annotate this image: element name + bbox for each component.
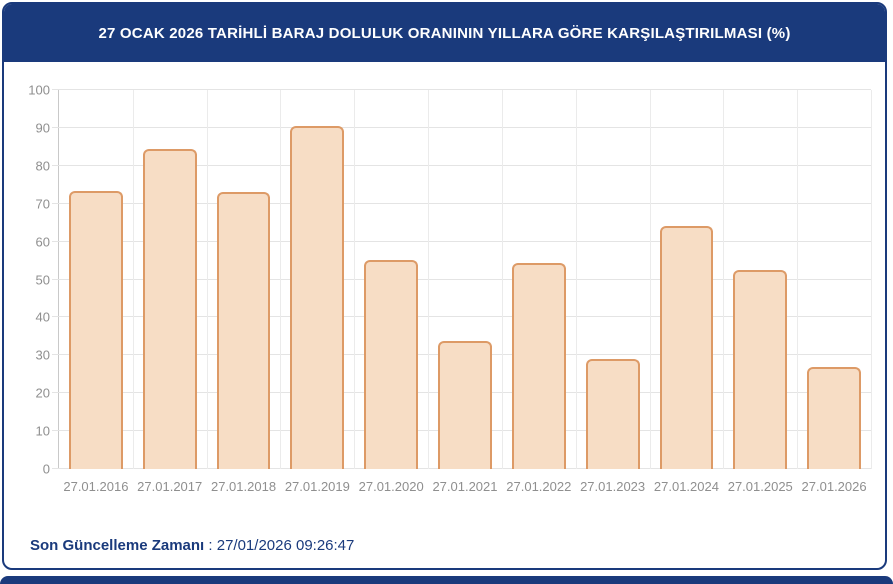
x-tick-label: 27.01.2019: [284, 479, 350, 494]
bar-27.01.2025[interactable]: [733, 270, 788, 469]
y-tick-label: 20: [35, 385, 50, 401]
bar-27.01.2019[interactable]: [290, 126, 345, 469]
gridline-v: [132, 90, 134, 469]
gridline-h: [52, 126, 871, 128]
y-tick-label: 40: [35, 309, 50, 325]
y-tick-label: 80: [35, 158, 50, 174]
footer-bar: [0, 576, 893, 584]
gridline-v: [649, 90, 651, 469]
y-tick-label: 0: [42, 461, 50, 477]
gridline-v: [501, 90, 503, 469]
gridline-v: [354, 90, 356, 469]
gridline-v: [797, 90, 799, 469]
y-tick-label: 60: [35, 234, 50, 250]
gridline-h: [52, 164, 871, 166]
x-tick-label: 27.01.2016: [63, 479, 129, 494]
bar-27.01.2021[interactable]: [438, 340, 492, 469]
bar-27.01.2024[interactable]: [659, 226, 714, 469]
chart-title: 27 OCAK 2026 TARİHLİ BARAJ DOLULUK ORANI…: [98, 24, 791, 42]
y-tick-label: 50: [35, 272, 50, 287]
last-update-label: Son Güncelleme Zamanı: [30, 537, 205, 554]
x-tick-label: 27.01.2023: [580, 479, 646, 494]
chart-header: 27 OCAK 2026 TARİHLİ BARAJ DOLULUK ORANI…: [4, 4, 885, 62]
gridline-v: [206, 90, 208, 469]
gridline-v: [871, 90, 872, 469]
bar-27.01.2022[interactable]: [511, 262, 566, 469]
y-tick-label: 10: [35, 423, 50, 439]
gridline-h: [52, 316, 871, 318]
plot-area: 0 10 20 30 40 50 60 70 80 90 100 27.01.2016 27.01.20…: [28, 84, 872, 494]
bar-27.01.2018[interactable]: [216, 191, 271, 469]
y-tick-label: 30: [35, 347, 50, 363]
x-tick-label: 27.01.2025: [727, 479, 793, 494]
y-tick-label: 70: [35, 196, 50, 212]
bar-27.01.2017[interactable]: [142, 149, 197, 469]
x-tick-label: 27.01.2018: [210, 479, 277, 494]
bar-27.01.2020[interactable]: [364, 260, 419, 469]
y-tick-label: 90: [35, 120, 50, 136]
gridline-h: [52, 202, 871, 204]
gridline-v: [723, 90, 725, 469]
x-tick-label: 27.01.2026: [801, 479, 867, 494]
gridline-h: [52, 278, 871, 280]
last-update-separator: :: [204, 537, 217, 554]
y-tick-label: 100: [28, 82, 50, 98]
last-update: Son Güncelleme Zamanı : 27/01/2026 09:26…: [30, 537, 354, 554]
bar-27.01.2023[interactable]: [585, 359, 640, 469]
gridline-h: [52, 240, 871, 242]
gridline-v: [575, 90, 577, 469]
x-tick-label: 27.01.2022: [506, 479, 572, 494]
bar-27.01.2016[interactable]: [69, 190, 123, 469]
gridline-v: [280, 90, 282, 469]
bar-chart: 0 10 20 30 40 50 60 70 80 90 100 27.01.2016 27.01.20…: [4, 62, 885, 568]
last-update-value: 27/01/2026 09:26:47: [216, 537, 355, 554]
x-tick-label: 27.01.2020: [358, 479, 424, 494]
x-tick-label: 27.01.2021: [432, 479, 498, 494]
x-tick-label: 27.01.2017: [137, 479, 203, 494]
gridline-v: [428, 90, 430, 469]
gridline-h: [52, 89, 871, 90]
x-tick-label: 27.01.2024: [653, 479, 719, 494]
bar-27.01.2026[interactable]: [807, 366, 861, 469]
chart-card: 27 OCAK 2026 TARİHLİ BARAJ DOLULUK ORANI…: [2, 2, 887, 570]
